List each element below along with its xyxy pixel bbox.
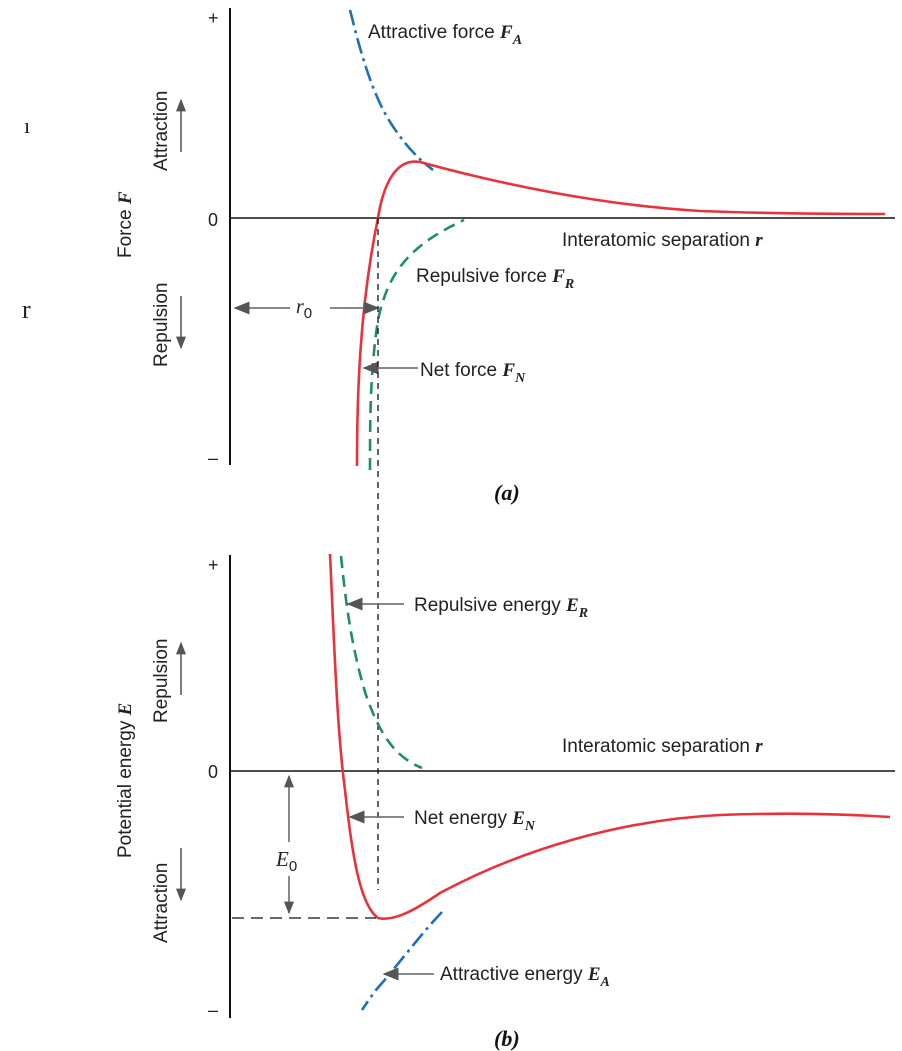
net-energy-label-sub: N [524, 819, 536, 834]
panel-a-minus-tick: – [208, 448, 218, 468]
r0-label-sub: 0 [304, 305, 312, 322]
panel-b-attraction-label: Attraction [151, 863, 172, 943]
panel-b-y-title-symbol: E [115, 703, 136, 717]
repulsive-energy-curve [339, 555, 423, 770]
e0-label: E0 [275, 847, 297, 875]
panel-a-attraction-label: Attraction [151, 91, 172, 171]
repulsive-force-label-text: Repulsive force [416, 266, 547, 287]
net-force-label: Net force FN [420, 360, 526, 386]
r0-label-symbol: r [296, 296, 304, 318]
panel-b-zero-tick: 0 [208, 762, 218, 782]
net-energy-label: Net energy EN [414, 808, 536, 834]
repulsive-energy-label-symbol: E [565, 595, 579, 616]
panel-a-y-title: Force F [115, 191, 136, 258]
panel-b-plus-tick: + [208, 555, 219, 575]
net-force-label-text: Net force [420, 360, 497, 381]
net-force-label-symbol: F [501, 360, 515, 381]
repulsive-force-label-symbol: F [551, 266, 565, 287]
repulsive-energy-label: Repulsive energy ER [414, 595, 588, 621]
attractive-energy-curve [360, 911, 443, 1011]
attractive-force-label-symbol: F [499, 22, 513, 43]
margin-fragment-top: ı [24, 113, 30, 138]
margin-fragment-middle: r [22, 295, 31, 324]
attractive-energy-label-symbol: E [587, 964, 601, 985]
repulsive-force-label-sub: R [564, 277, 574, 292]
panel-a-y-title-symbol: F [115, 191, 136, 205]
repulsive-force-label: Repulsive force FR [416, 266, 574, 292]
panel-a: + 0 – Force F Attraction Repulsion Inter… [115, 8, 895, 505]
e0-label-sub: 0 [289, 858, 297, 875]
repulsive-energy-label-sub: R [578, 606, 588, 621]
panel-b-caption: (b) [494, 1026, 520, 1051]
attractive-force-label-sub: A [512, 33, 522, 48]
attractive-force-label: Attractive force FA [368, 22, 522, 48]
panel-b-x-label-symbol: r [755, 736, 763, 757]
net-energy-label-symbol: E [511, 808, 525, 829]
attractive-force-curve [348, 9, 434, 172]
attractive-energy-label-text: Attractive energy [440, 964, 583, 985]
panel-a-caption: (a) [494, 480, 520, 505]
panel-a-x-label: Interatomic separation r [562, 230, 763, 251]
attractive-force-label-text: Attractive force [368, 22, 495, 43]
net-energy-curve [328, 553, 891, 920]
net-force-label-sub: N [514, 371, 526, 386]
repulsive-energy-label-text: Repulsive energy [414, 595, 561, 616]
panel-a-zero-tick: 0 [208, 210, 218, 230]
repulsive-force-curve [368, 218, 465, 471]
panel-a-plus-tick: + [208, 8, 219, 28]
panel-b-y-title-text: Potential energy [115, 720, 136, 858]
panel-a-x-label-symbol: r [755, 230, 763, 251]
panel-b-minus-tick: – [208, 1000, 218, 1020]
panel-b: + 0 – Potential energy E Repulsion Attra… [115, 553, 895, 1051]
panel-a-x-label-text: Interatomic separation [562, 230, 750, 251]
r0-label: r0 [296, 296, 312, 322]
panel-a-repulsion-label: Repulsion [151, 283, 172, 368]
panel-b-y-title: Potential energy E [115, 703, 136, 858]
panel-a-y-title-text: Force [115, 209, 136, 258]
panel-b-repulsion-label: Repulsion [151, 639, 172, 724]
e0-label-symbol: E [275, 847, 289, 871]
panel-b-x-label-text: Interatomic separation [562, 736, 750, 757]
attractive-energy-label-sub: A [600, 975, 610, 990]
attractive-energy-label: Attractive energy EA [440, 964, 610, 990]
panel-b-x-label: Interatomic separation r [562, 736, 763, 757]
net-force-curve [355, 160, 886, 467]
net-energy-label-text: Net energy [414, 808, 507, 829]
